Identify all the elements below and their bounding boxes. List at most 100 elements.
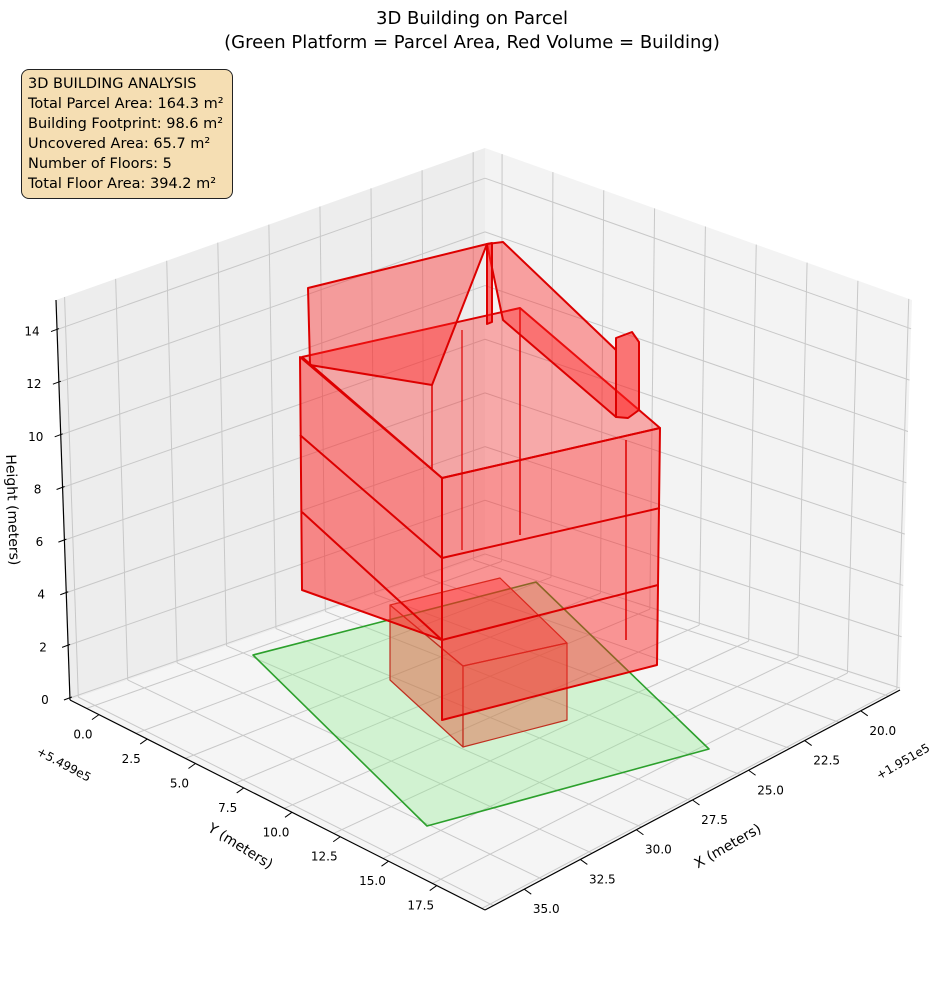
z-tick [60,591,69,596]
z-tick-label: 14 [24,325,39,339]
floor-pane [70,556,900,910]
x-tick [580,859,588,865]
x-tick-label: 32.5 [589,872,616,886]
grid-line [649,208,656,610]
z-tick-label: 8 [34,482,42,496]
z-tick-label: 6 [36,535,44,549]
grid-line [56,177,486,331]
grid-line [374,593,790,749]
x-tick [748,769,756,776]
grid-line [432,672,848,884]
z-tick-label: 2 [39,640,47,654]
grid-line [58,231,486,383]
grid-line [185,592,601,759]
grid-line [846,280,859,674]
z-tick [63,696,73,701]
y-tick-label: 2.5 [122,752,141,766]
x-tick [523,888,532,895]
building-lower-right [462,642,568,748]
grid-line [115,278,129,680]
y-tick [332,836,341,843]
y-tick [139,738,148,745]
grid-line [484,231,910,381]
grid-line [62,338,486,488]
z-tick-label: 4 [37,588,45,602]
x-axis-label: X (meters) [692,821,764,872]
info-line: Number of Floors: 5 [28,156,172,172]
z-tick-label: 12 [26,377,41,391]
z-tick [54,433,63,438]
info-line: Building Footprint: 98.6 m² [28,116,224,132]
grid-line [484,553,901,689]
grid-line [484,285,909,432]
z-tick-label: 0 [41,693,49,707]
y-tick-label: 10.0 [263,825,290,839]
y-tick-label: 7.5 [218,801,237,815]
x-tick-label: 35.0 [533,902,560,916]
y-tick [236,787,245,794]
x-tick-label: 20.0 [869,724,896,738]
grid-line [748,244,757,642]
grid-line [423,576,840,723]
info-heading: 3D BUILDING ANALYSIS [28,76,197,92]
grid-line [60,285,486,436]
y-tick [381,860,389,867]
x-tick-label: 27.5 [701,813,728,827]
x-tick-label: 30.0 [645,843,672,857]
grid-line [268,224,277,629]
y-tick [284,811,293,818]
grid-line [127,679,543,880]
grid-line [135,576,552,734]
y-offset-label: +5.499e5 [34,744,93,784]
grid-line [382,656,799,859]
x-tick [636,829,644,836]
z-axis-label: Height (meters) [2,454,22,566]
info-line: Total Parcel Area: 164.3 m² [28,96,224,112]
x-tick [860,710,869,717]
grid-line [217,242,228,646]
chart-subtitle: (Green Platform = Parcel Area, Red Volum… [224,32,720,53]
grid-line [484,338,907,484]
grid-line [481,688,898,909]
info-box: 3D BUILDING ANALYSIS Total Parcel Area: … [21,69,233,199]
grid-line [473,559,889,697]
grid-line [226,645,642,828]
y-tick [429,885,438,891]
y-tick [91,714,100,721]
right-pane [485,148,912,690]
grid-line [484,392,905,535]
grid-line [64,392,486,541]
y-tick-label: 0.0 [73,728,92,742]
y-tick-label: 12.5 [311,850,338,864]
grid-line [698,226,706,626]
grid-line [484,499,902,638]
grid-line [176,662,593,854]
z-tick [50,328,60,333]
z-axis-line [55,299,71,701]
y-tick-label: 5.0 [170,776,189,790]
grid-line [78,696,494,907]
z-tick [56,486,65,490]
info-line: Total Floor Area: 394.2 m² [28,176,217,192]
grid-line [797,262,808,658]
grid-line [484,177,912,330]
z-tick [52,380,62,385]
grid-line [599,190,605,594]
grid-line [484,446,904,586]
y-axis-line [69,699,486,911]
grid-line [284,624,700,809]
grid-line [166,260,178,663]
info-line: Uncovered Area: 65.7 m² [28,136,211,152]
y-tick-label: 17.5 [407,899,434,913]
grid-line [896,298,910,689]
x-tick-label: 25.0 [757,783,784,797]
y-tick [188,763,196,769]
z-tick [61,643,71,648]
x-tick [804,740,812,746]
y-tick-label: 15.0 [359,874,386,888]
x-tick [692,799,700,806]
z-tick [58,538,67,543]
x-tick-label: 22.5 [813,754,840,768]
